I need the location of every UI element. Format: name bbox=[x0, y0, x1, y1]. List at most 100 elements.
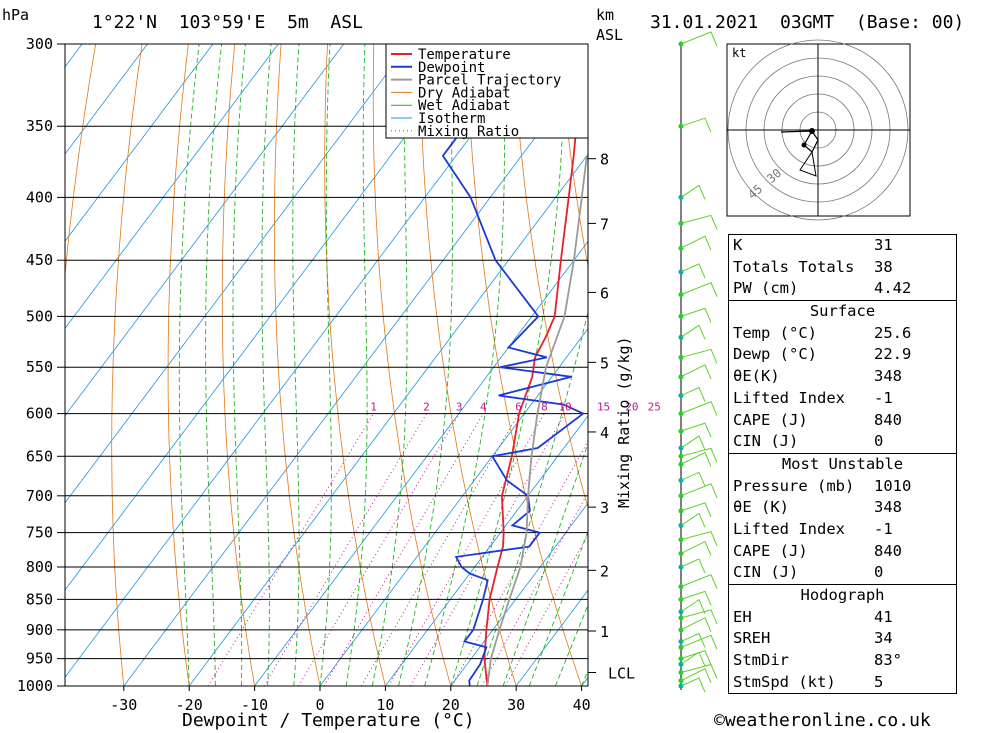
wind-barb bbox=[680, 400, 718, 416]
isotherm-line bbox=[65, 44, 410, 504]
wet-adiabat-line bbox=[261, 44, 272, 686]
stmdir-value: 83° bbox=[874, 651, 902, 670]
pressure-tick-label: 700 bbox=[26, 487, 53, 505]
legend-entry: Wet Adiabat bbox=[418, 98, 511, 114]
wind-barb bbox=[680, 422, 712, 438]
mixing-ratio-line bbox=[298, 413, 460, 686]
x-axis-label: Dewpoint / Temperature (°C) bbox=[182, 710, 475, 731]
km-unit: km bbox=[596, 6, 615, 24]
mixing-ratio-label: 25 bbox=[648, 401, 661, 414]
wind-barb bbox=[680, 471, 706, 487]
mixing-ratio-label: 8 bbox=[541, 401, 548, 414]
isotherm-line bbox=[65, 44, 475, 591]
temp-tick-label: 20 bbox=[442, 696, 460, 714]
stmspd-label: StmSpd (kt) bbox=[733, 672, 836, 691]
mixing-ratio-label: 4 bbox=[480, 401, 487, 414]
wind-barb bbox=[680, 617, 712, 633]
hodograph-point bbox=[809, 128, 815, 134]
legend-box bbox=[385, 43, 589, 139]
isotherm-line bbox=[65, 44, 279, 330]
datetime-title: 31.01.2021 03GMT (Base: 00) bbox=[650, 12, 965, 33]
wind-barb bbox=[680, 281, 718, 297]
sreh-label: SREH bbox=[733, 629, 771, 648]
wind-barb bbox=[680, 435, 706, 451]
temp-tick-label: -10 bbox=[241, 696, 268, 714]
stmdir-label: StmDir bbox=[733, 651, 789, 670]
surface-cape-label: CAPE (J) bbox=[733, 410, 808, 429]
wind-barb bbox=[680, 386, 706, 402]
pressure-tick-label: 750 bbox=[26, 524, 53, 542]
surface-cape-value: 840 bbox=[874, 410, 902, 429]
surface-title: Surface bbox=[809, 302, 876, 321]
wind-barb bbox=[680, 447, 718, 463]
mixing-ratio-label: 6 bbox=[515, 401, 522, 414]
hodograph-unit: kt bbox=[732, 46, 746, 60]
legend-entry: Isotherm bbox=[418, 111, 485, 127]
mixing-ratio-label: 2 bbox=[423, 401, 430, 414]
wind-profile bbox=[678, 31, 718, 693]
isotherm-line bbox=[65, 44, 541, 678]
surface-thetae-label: θE(K) bbox=[733, 367, 780, 386]
pw-value: 4.42 bbox=[874, 279, 912, 298]
mu-li-value: -1 bbox=[874, 519, 893, 538]
wet-adiabat-line bbox=[178, 44, 200, 686]
asl-label: ASL bbox=[596, 26, 624, 44]
mu-thetae-label: θE (K) bbox=[733, 498, 789, 517]
wind-barb bbox=[680, 573, 718, 589]
pressure-tick-label: 600 bbox=[26, 405, 53, 423]
km-tick-label: 4 bbox=[600, 424, 609, 442]
hodograph-title: Hodograph bbox=[800, 586, 885, 604]
surface-thetae-value: 348 bbox=[874, 367, 902, 386]
plot-frame bbox=[64, 43, 589, 687]
dry-adiabat-line bbox=[466, 44, 582, 686]
km-tick-label: 3 bbox=[600, 499, 609, 517]
legend-entry: Temperature bbox=[418, 47, 511, 63]
isotherm-line bbox=[188, 153, 588, 686]
series-parcel-trajectory bbox=[486, 155, 588, 686]
mu-pressure-value: 1010 bbox=[874, 476, 912, 495]
wind-barb bbox=[680, 31, 718, 47]
pressure-tick-label: 900 bbox=[26, 621, 53, 639]
pressure-tick-label: 400 bbox=[26, 188, 53, 206]
pressure-tick-label: 850 bbox=[26, 590, 53, 608]
profile-series bbox=[441, 44, 588, 686]
pressure-tick-label: 650 bbox=[26, 447, 53, 465]
wet-adiabat-line bbox=[232, 44, 246, 686]
mu-thetae-value: 348 bbox=[874, 498, 902, 517]
mu-pressure-label: Pressure (mb) bbox=[733, 476, 855, 495]
footer-credit: ©weatheronline.co.uk bbox=[714, 710, 931, 731]
dry-adiabat-line bbox=[274, 44, 321, 686]
wind-barb bbox=[680, 609, 718, 625]
wind-barb bbox=[680, 634, 718, 650]
wind-barb bbox=[680, 531, 718, 546]
mixing-ratio-line bbox=[207, 413, 374, 686]
wind-barb bbox=[680, 590, 712, 606]
dry-adiabat-line bbox=[976, 44, 1000, 686]
wind-barb bbox=[680, 324, 706, 340]
km-tick-label: 5 bbox=[600, 354, 609, 372]
wind-barb bbox=[680, 667, 712, 683]
wet-adiabat-line bbox=[371, 44, 408, 686]
pressure-tick-label: 500 bbox=[26, 307, 53, 325]
wind-dot bbox=[678, 123, 684, 129]
isotherm-line bbox=[0, 44, 17, 686]
km-tick-label: 7 bbox=[600, 215, 609, 233]
temp-tick-label: 30 bbox=[507, 696, 525, 714]
pressure-tick-label: 950 bbox=[26, 650, 53, 668]
indices-table: K 31 Totals Totals 38 PW (cm) 4.42 Surface … bbox=[728, 234, 957, 695]
dry-adiabat-line bbox=[167, 44, 190, 686]
legend-entry: Dewpoint bbox=[418, 60, 485, 76]
mixing-ratio-label: 15 bbox=[597, 401, 610, 414]
km-tick-label: 8 bbox=[600, 151, 609, 169]
surface-dewp-label: Dewp (°C) bbox=[733, 345, 817, 364]
mixing-ratio-line bbox=[410, 413, 566, 686]
dry-adiabat-line bbox=[558, 44, 588, 269]
isotherm-line bbox=[65, 44, 345, 417]
wind-barb bbox=[680, 483, 718, 499]
wet-adiabat-line bbox=[205, 44, 223, 686]
wet-adiabat-line bbox=[345, 44, 368, 686]
tt-value: 38 bbox=[874, 257, 893, 276]
axes-labels: 3003504004505005506006507007508008509009… bbox=[17, 35, 661, 714]
mixing-ratio-label: 1 bbox=[370, 401, 377, 414]
wet-adiabat-line bbox=[292, 44, 300, 686]
